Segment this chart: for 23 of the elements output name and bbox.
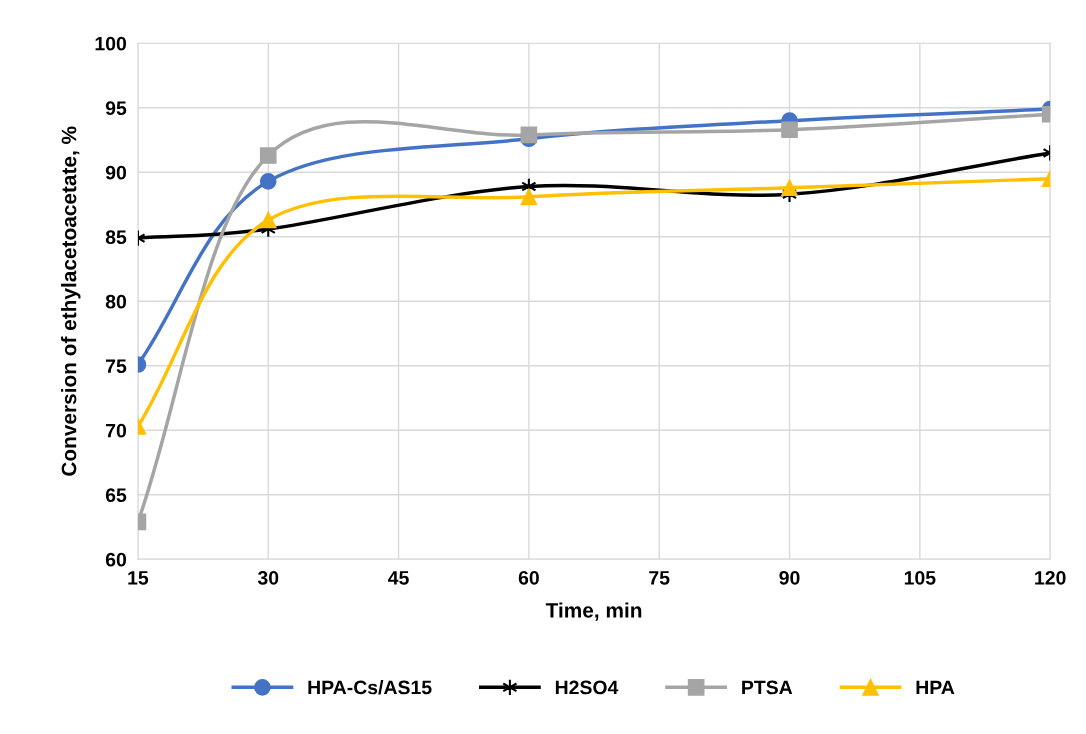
legend-label: HPA [916,680,955,695]
y-tick-label: 85 [105,230,127,245]
y-tick-label: 65 [105,488,127,503]
legend-label: H2SO4 [555,680,619,695]
y-tick-label: 70 [106,423,127,438]
x-tick-label: 120 [1035,570,1066,585]
y-axis-title: Conversion of ethylacetoacetate, % [61,126,81,476]
legend-label: HPA-Cs/AS15 [308,680,432,695]
legend-label: PTSA [742,680,793,695]
y-tick-label: 100 [95,36,127,51]
y-tick-label: 75 [106,359,127,374]
y-tick-label: 95 [105,101,127,116]
x-tick-label: 15 [128,571,149,585]
x-tick-label: 45 [388,571,409,585]
y-tick-label: 90 [105,165,127,180]
x-tick-label: 75 [649,571,670,585]
y-tick-label: 60 [105,552,127,567]
x-axis-title: Time, min [545,602,642,621]
x-tick-label: 30 [257,570,279,585]
y-tick-label: 80 [105,294,127,309]
x-tick-label: 60 [518,570,539,585]
x-tick-label: 90 [779,570,800,585]
x-tick-label: 105 [904,570,936,585]
